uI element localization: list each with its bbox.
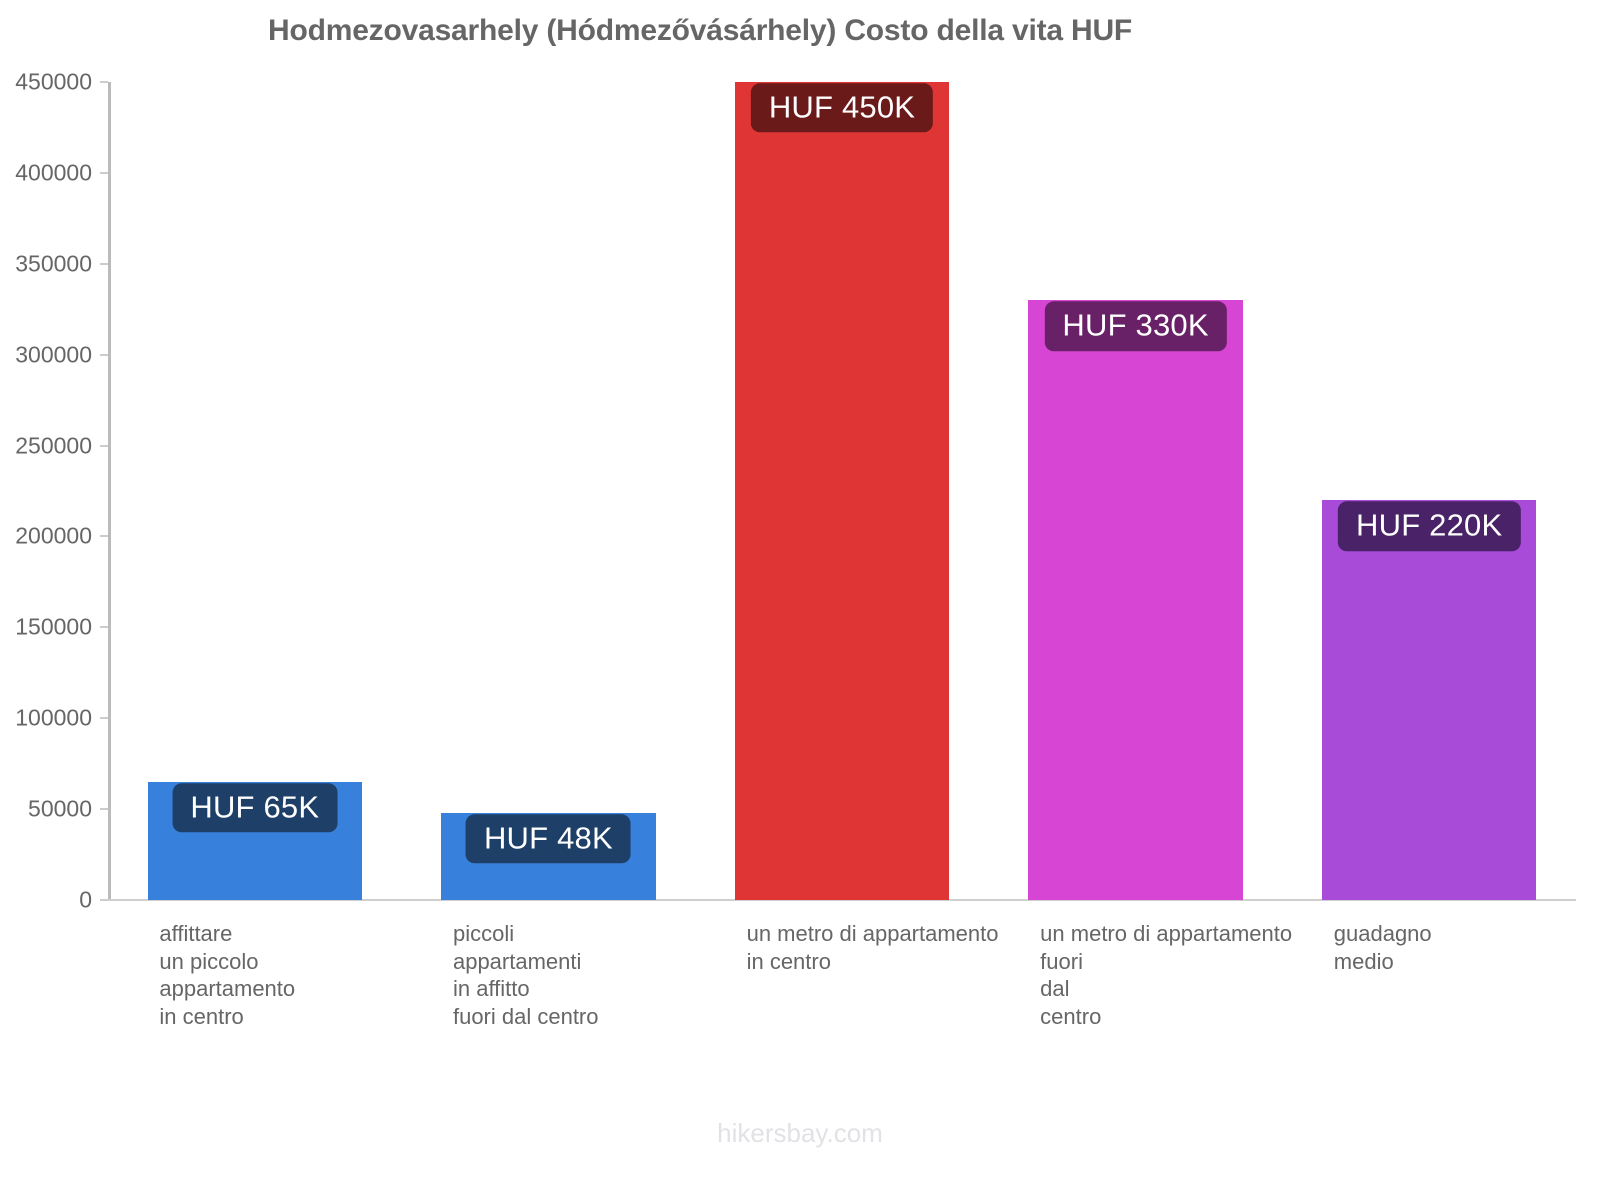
y-axis-tick-label: 450000: [15, 68, 92, 95]
y-axis-tick-mark: [100, 171, 108, 174]
y-axis-tick-mark: [100, 444, 108, 447]
footer-credit: hikersbay.com: [717, 1118, 883, 1148]
y-axis-line: [108, 82, 111, 900]
y-axis-tick-mark: [100, 808, 108, 811]
x-axis-category-label: guadagno medio: [1333, 921, 1432, 974]
y-axis-tick-label: 250000: [15, 432, 92, 459]
bar-value-label: HUF 220K: [1338, 501, 1521, 551]
y-axis-tick-label: 50000: [28, 795, 92, 822]
y-axis-tick-label: 0: [79, 886, 92, 913]
chart-title: Hodmezovasarhely (Hódmezővásárhely) Cost…: [268, 14, 1133, 47]
y-axis-tick-mark: [100, 717, 108, 720]
y-axis-tick-mark: [100, 262, 108, 265]
y-axis-tick-label: 150000: [15, 613, 92, 640]
y-axis-tick-label: 300000: [15, 341, 92, 368]
bar-value-label: HUF 48K: [465, 814, 631, 864]
x-axis-category-label: un metro di appartamento fuori dal centr…: [1040, 921, 1293, 1029]
y-axis-tick-mark: [100, 899, 108, 901]
y-axis-tick-mark: [100, 535, 108, 538]
x-axis-category-label: piccoli appartamenti in affitto fuori da…: [452, 921, 599, 1029]
bar-value-label: HUF 65K: [172, 783, 338, 833]
y-axis-tick-label: 200000: [15, 522, 92, 549]
bar-value-label: HUF 450K: [750, 83, 934, 133]
bar[interactable]: [1028, 300, 1243, 900]
x-axis-category-label: un metro di appartamento in centro: [746, 921, 999, 974]
x-axis-line: [108, 899, 1576, 901]
y-axis-tick-mark: [100, 626, 108, 629]
plot-area: 0 50000 100000 150000 200000 250000 300000 3500…: [15, 69, 1576, 913]
y-axis-tick-mark: [100, 81, 108, 83]
bar[interactable]: [1322, 500, 1537, 900]
y-axis-tick-mark: [100, 353, 108, 356]
y-axis-tick-label: 400000: [15, 159, 92, 186]
y-axis-tick-label: 100000: [15, 704, 92, 731]
x-axis-category-label: affittare un piccolo appartamento in cen…: [159, 921, 296, 1029]
y-axis-tick-label: 350000: [15, 250, 92, 277]
bar[interactable]: [734, 82, 950, 900]
bar-value-label: HUF 330K: [1044, 301, 1227, 351]
